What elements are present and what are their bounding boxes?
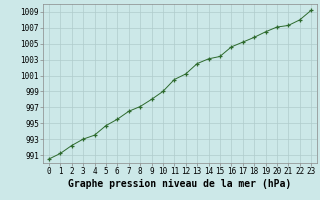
X-axis label: Graphe pression niveau de la mer (hPa): Graphe pression niveau de la mer (hPa) xyxy=(68,179,292,189)
